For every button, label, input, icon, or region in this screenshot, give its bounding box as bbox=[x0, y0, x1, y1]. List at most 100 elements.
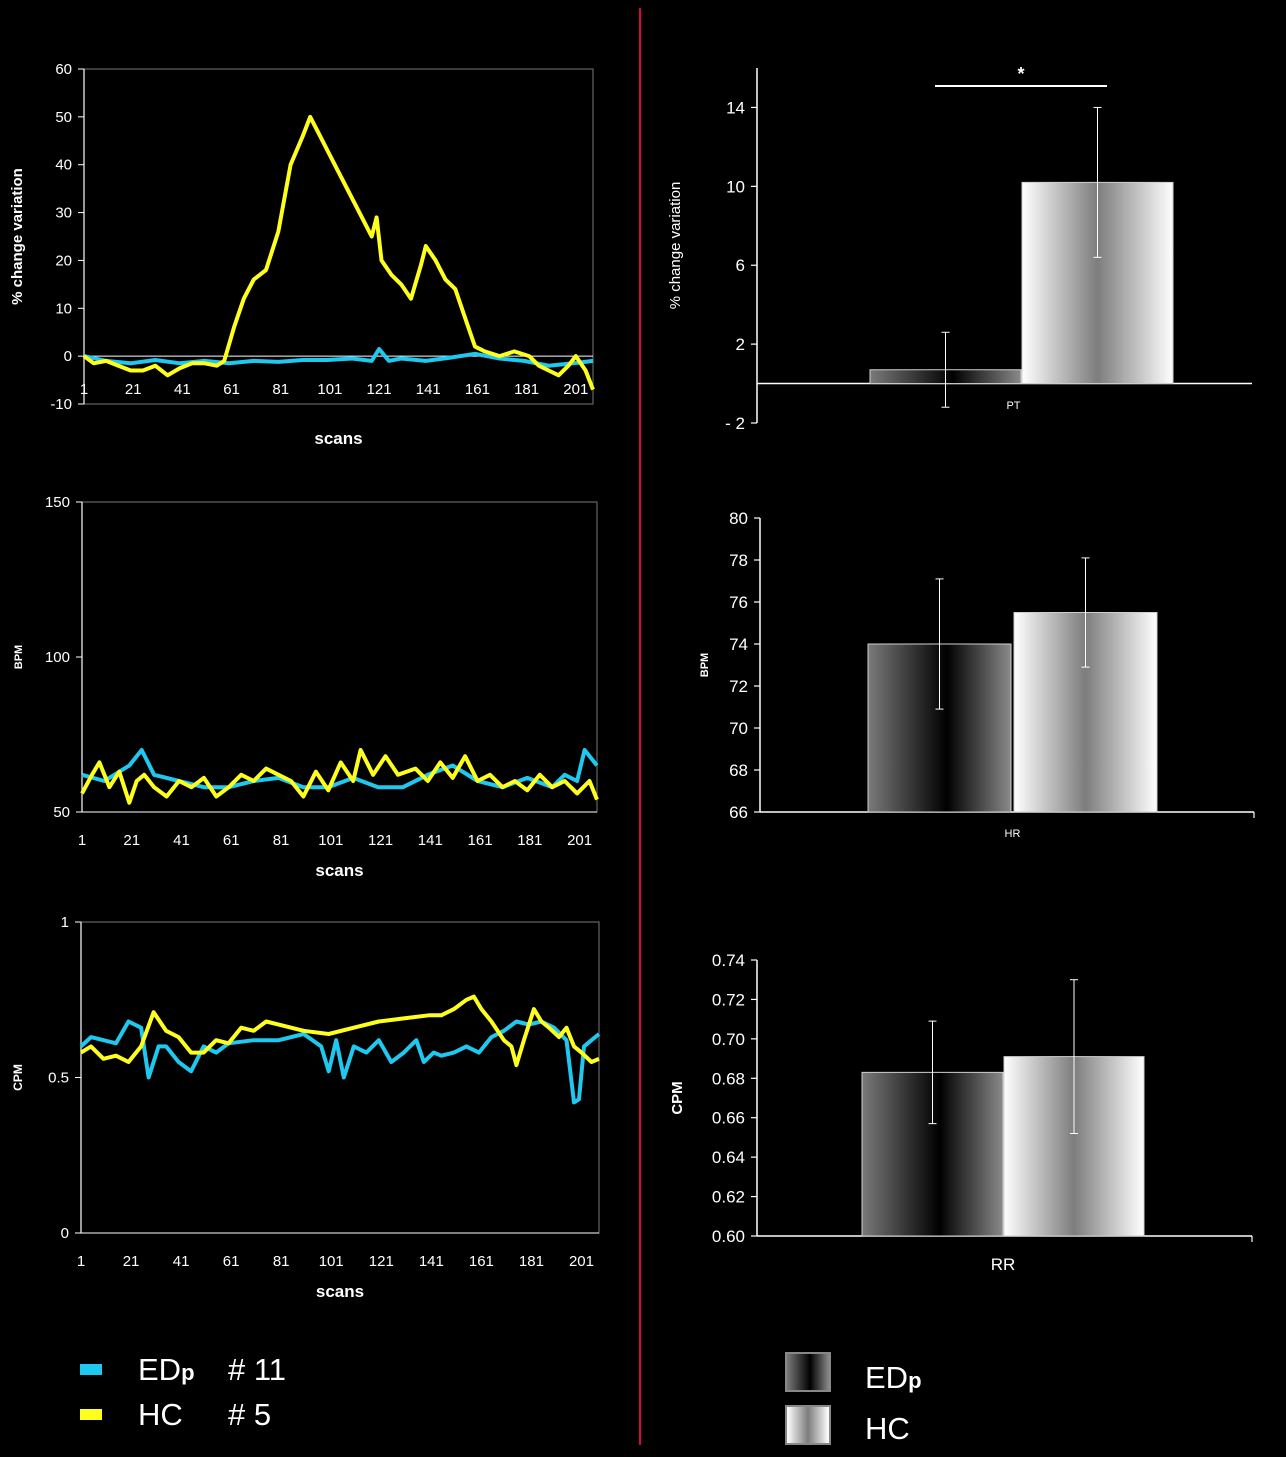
legend-swatch-hc bbox=[80, 1409, 102, 1420]
x-axis-label-3: scans bbox=[316, 1282, 364, 1301]
significance-marker: * bbox=[1017, 64, 1024, 84]
y-tick-label: 2 bbox=[736, 335, 745, 354]
legend-swatch-edp bbox=[80, 1364, 102, 1375]
y-tick-label: 0.5 bbox=[48, 1070, 69, 1087]
series-line-hc-1 bbox=[82, 114, 595, 391]
legend-id-hc: # 5 bbox=[228, 1397, 272, 1432]
y-tick-label: 68 bbox=[729, 761, 748, 780]
legend-bar-swatch-hc bbox=[785, 1405, 831, 1445]
y-axis-label-4: % change variation bbox=[667, 182, 684, 310]
y-axis-label-3: CPM bbox=[11, 1064, 25, 1091]
x-tick-label: 141 bbox=[416, 381, 441, 398]
y-tick-label: 0 bbox=[61, 1225, 69, 1242]
y-tick-label: 40 bbox=[55, 157, 72, 174]
y-tick-label: 0.74 bbox=[712, 951, 745, 970]
y-tick-label: 6 bbox=[736, 256, 745, 275]
y-tick-label: 0.64 bbox=[712, 1148, 745, 1167]
y-tick-label: 50 bbox=[55, 109, 72, 126]
y-tick-label: 10 bbox=[726, 177, 745, 196]
y-tick-label: 0.60 bbox=[712, 1227, 745, 1246]
x-tick-label: 161 bbox=[468, 832, 493, 849]
legend-bar-label-hc: HC bbox=[865, 1411, 910, 1446]
x-tick-label: 161 bbox=[469, 1253, 494, 1270]
x-tick-label: 41 bbox=[173, 1253, 190, 1270]
x-tick-label: 121 bbox=[367, 381, 392, 398]
x-tick-label: 81 bbox=[273, 832, 290, 849]
x-tick-label: 21 bbox=[125, 381, 142, 398]
y-tick-label: 0 bbox=[64, 348, 72, 365]
category-label-4: PT bbox=[1006, 400, 1020, 412]
y-tick-label: 72 bbox=[729, 677, 748, 696]
x-tick-label: 201 bbox=[567, 832, 592, 849]
y-tick-label: 0.72 bbox=[712, 990, 745, 1009]
x-tick-label: 121 bbox=[368, 832, 393, 849]
x-tick-label: 21 bbox=[123, 1253, 140, 1270]
y-tick-label: 20 bbox=[55, 252, 72, 269]
y-axis-label-1: % change variation bbox=[9, 168, 26, 305]
x-tick-label: 81 bbox=[272, 381, 289, 398]
x-tick-label: 181 bbox=[519, 1253, 544, 1270]
x-tick-label: 1 bbox=[80, 381, 88, 398]
y-tick-label: 14 bbox=[726, 98, 745, 117]
x-tick-label: 61 bbox=[223, 381, 240, 398]
x-tick-label: 181 bbox=[517, 832, 542, 849]
legend-bar-label-edp: EDp bbox=[865, 1360, 922, 1395]
legend-sub-edp: p bbox=[181, 1360, 195, 1385]
x-tick-label: 121 bbox=[369, 1253, 394, 1270]
x-tick-label: 181 bbox=[514, 381, 539, 398]
y-tick-label: 50 bbox=[53, 804, 70, 821]
y-tick-label: 150 bbox=[45, 494, 70, 511]
y-tick-label: 10 bbox=[55, 300, 72, 317]
y-tick-label: 0.70 bbox=[712, 1030, 745, 1049]
y-tick-label: 78 bbox=[729, 551, 748, 570]
y-tick-label: 66 bbox=[729, 803, 748, 822]
x-tick-label: 81 bbox=[273, 1253, 290, 1270]
x-axis-label-1: scans bbox=[314, 429, 362, 448]
x-tick-label: 41 bbox=[173, 832, 190, 849]
y-tick-label: 70 bbox=[729, 719, 748, 738]
x-tick-label: 21 bbox=[123, 832, 140, 849]
legend-bar-sub-edp: p bbox=[908, 1368, 922, 1393]
legend-label-edp: EDp bbox=[138, 1352, 195, 1387]
series-line-edp-1 bbox=[83, 347, 594, 368]
y-tick-label: -10 bbox=[50, 396, 72, 413]
legend-bar-swatch-edp bbox=[785, 1352, 831, 1392]
y-tick-label: 74 bbox=[729, 635, 748, 654]
x-tick-label: 101 bbox=[319, 1253, 344, 1270]
legend-id-edp: # 11 bbox=[228, 1352, 287, 1387]
x-tick-label: 1 bbox=[77, 1253, 85, 1270]
x-tick-label: 61 bbox=[223, 1253, 240, 1270]
series-line-hc-3 bbox=[79, 994, 600, 1068]
y-tick-label: 1 bbox=[61, 914, 69, 931]
x-tick-label: 101 bbox=[317, 381, 342, 398]
x-axis-label-2: scans bbox=[315, 861, 363, 880]
y-tick-label: 0.68 bbox=[712, 1069, 745, 1088]
x-tick-label: 141 bbox=[418, 832, 443, 849]
y-tick-label: 30 bbox=[55, 205, 72, 222]
x-tick-label: 141 bbox=[419, 1253, 444, 1270]
y-axis-label-2: BPM bbox=[13, 645, 25, 669]
y-tick-label: 0.62 bbox=[712, 1188, 745, 1207]
series-line-hc-2 bbox=[80, 748, 599, 805]
y-tick-label: 60 bbox=[55, 61, 72, 78]
x-tick-label: 161 bbox=[465, 381, 490, 398]
y-tick-label: 76 bbox=[729, 593, 748, 612]
x-tick-label: 201 bbox=[569, 1253, 594, 1270]
legend-label-hc: HC bbox=[138, 1397, 183, 1432]
y-tick-label: 0.66 bbox=[712, 1109, 745, 1128]
x-tick-label: 61 bbox=[223, 832, 240, 849]
x-tick-label: 1 bbox=[78, 832, 86, 849]
category-label-6: RR bbox=[991, 1255, 1016, 1274]
x-tick-label: 101 bbox=[318, 832, 343, 849]
y-axis-label-5: BPM bbox=[699, 653, 711, 677]
y-axis-label-6: CPM bbox=[669, 1081, 686, 1114]
plot-frame-3 bbox=[80, 921, 600, 1234]
y-tick-label: - 2 bbox=[725, 414, 745, 433]
series-line-edp-3 bbox=[79, 1019, 601, 1105]
category-label-5: HR bbox=[1005, 828, 1021, 840]
x-tick-label: 41 bbox=[174, 381, 191, 398]
x-tick-label: 201 bbox=[563, 381, 588, 398]
y-tick-label: 100 bbox=[45, 649, 70, 666]
